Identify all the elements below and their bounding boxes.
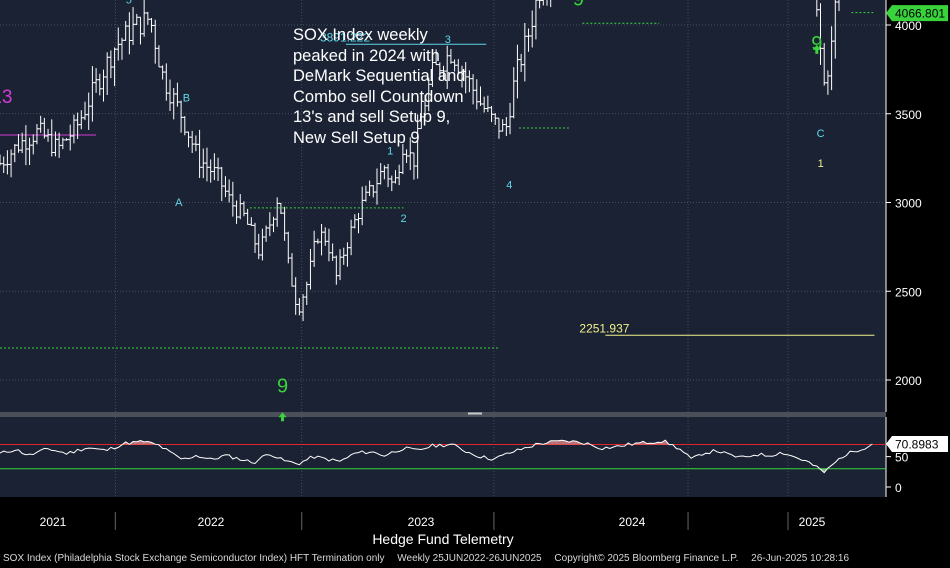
td-marker: B: [183, 92, 190, 104]
brand-label: Hedge Fund Telemetry: [372, 531, 514, 547]
footer: SOX Index (Philadelphia Stock Exchange S…: [3, 553, 859, 564]
rsi-overbought-fill: [569, 440, 573, 445]
x-tick-label: 2022: [198, 515, 225, 529]
rsi-overbought-fill: [561, 440, 566, 445]
annotation-text: SOX Index weekly peaked in 2024 with DeM…: [293, 25, 513, 148]
rsi-panel-bg: [0, 417, 886, 497]
annotation-line: SOX Index weekly: [293, 26, 428, 44]
level-label: 3891.222: [320, 30, 370, 44]
rsi-overbought-fill: [550, 440, 555, 445]
footer-bg: [0, 497, 950, 568]
td-marker: 1: [818, 158, 824, 170]
arrow-up-icon: [812, 44, 821, 54]
rsi-tick-label: 50: [895, 451, 909, 465]
arrow-up-icon: [278, 412, 287, 422]
footer-copyright: Copyright© 2025 Bloomberg Finance L.P.: [554, 553, 739, 564]
x-tick-label: 2024: [619, 515, 646, 529]
td-marker: 2: [401, 213, 407, 225]
td-marker: 4: [506, 179, 512, 191]
panel-divider: [0, 412, 886, 417]
td-marker: C: [817, 128, 825, 140]
td-marker: 3: [445, 34, 451, 46]
price-bars: [0, 0, 840, 322]
axis-value-label: 4066.801: [895, 7, 945, 21]
rsi-overbought-fill: [558, 440, 562, 445]
axis-value-tag: [886, 5, 948, 22]
price-panel-bg: [0, 0, 886, 412]
td-marker: 9: [811, 33, 822, 55]
td-marker: 1: [387, 146, 393, 158]
td-marker: 9: [277, 375, 288, 397]
y-tick-label: 3000: [895, 197, 922, 211]
td-marker: 5: [126, 0, 132, 7]
footer-source: SOX Index (Philadelphia Stock Exchange S…: [3, 553, 385, 564]
annotation-line: 13's and sell Setup 9,: [293, 108, 451, 126]
annotation-line: DeMark Sequential and: [293, 67, 466, 85]
td-marker: 9: [573, 0, 584, 10]
footer-range: Weekly 25JUN2022-26JUN2025: [397, 553, 542, 564]
annotation-line: New Sell Setup 9: [293, 128, 420, 147]
rsi-value-tag: [886, 435, 948, 452]
y-tick-label: 2000: [895, 374, 922, 388]
divider-handle: [468, 412, 482, 415]
y-tick-label: 3500: [895, 108, 922, 122]
rsi-tick-label: 0: [895, 481, 902, 495]
annotation-line: peaked in 2024 with: [293, 46, 440, 65]
footer-timestamp: 26-Jun-2025 10:28:16: [751, 553, 850, 564]
level-label: 2251.937: [579, 321, 629, 335]
rsi-value-label: 70.8983: [895, 437, 939, 451]
y-tick-label: 2500: [895, 285, 922, 299]
y-tick-label: 4000: [895, 19, 922, 33]
rsi-overbought-fill: [565, 440, 570, 445]
rsi-overbought-fill: [554, 440, 559, 445]
td-marker: A: [175, 197, 183, 209]
x-tick-label: 2023: [408, 515, 435, 529]
annotation-line: Combo sell Countdown: [293, 87, 464, 106]
x-tick-label: 2021: [40, 515, 67, 529]
rsi-overbought-fill: [133, 441, 137, 445]
x-tick-label: 2025: [799, 515, 826, 529]
rsi-overbought-fill: [140, 440, 145, 445]
rsi-line: [0, 439, 873, 474]
td-marker: 13: [0, 87, 12, 108]
